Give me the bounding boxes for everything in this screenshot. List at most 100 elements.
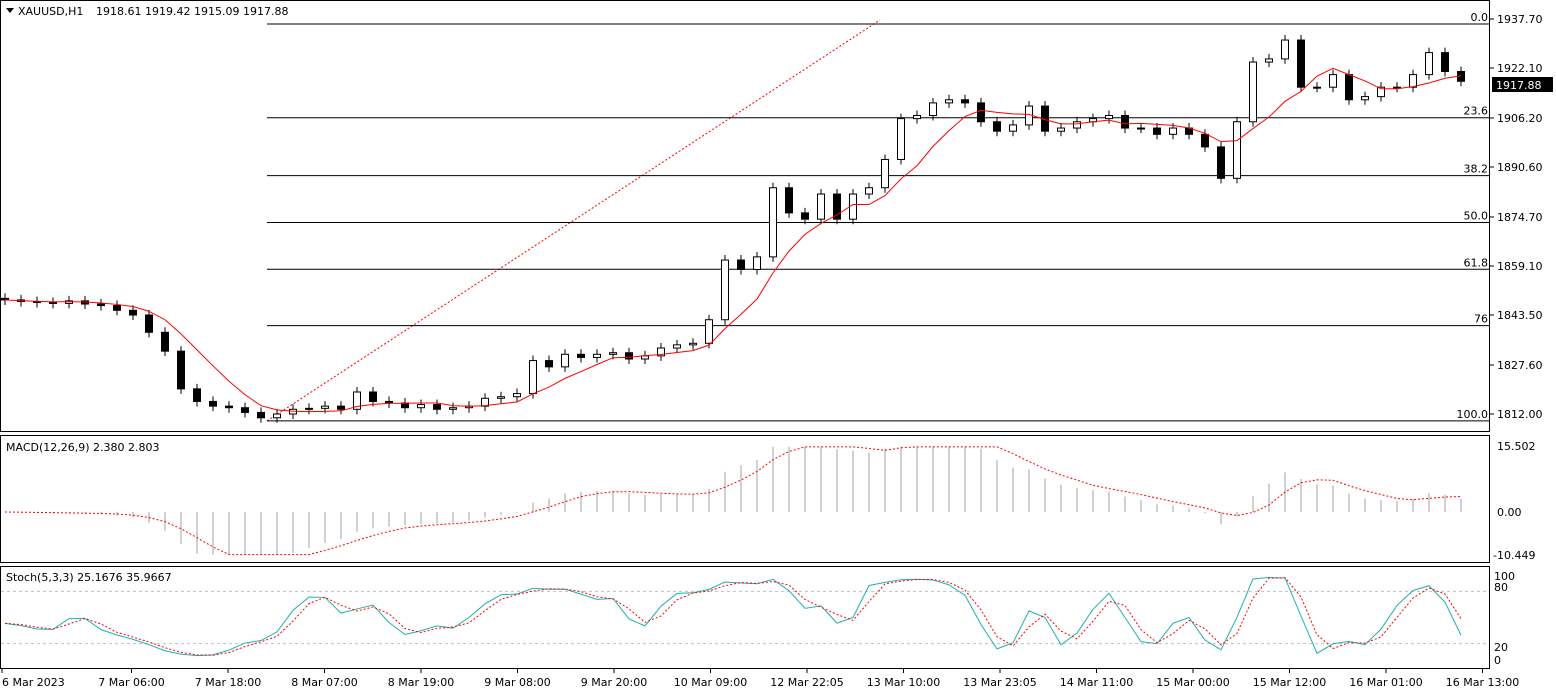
time-tick-label: 12 Mar 22:05 xyxy=(770,676,843,689)
candle xyxy=(513,388,521,402)
candle xyxy=(417,399,425,413)
candle xyxy=(1249,57,1257,127)
candle xyxy=(881,154,889,193)
stoch-main-line xyxy=(4,576,1462,657)
stoch-tick-label: 20 xyxy=(1494,641,1508,654)
time-tick-label: 15 Mar 00:00 xyxy=(1156,676,1229,689)
dropdown-triangle-icon[interactable] xyxy=(6,8,14,13)
fib-level-label: 100.0 xyxy=(1457,408,1489,421)
candle xyxy=(1153,123,1161,140)
candle xyxy=(273,408,281,423)
stoch-title: Stoch(5,3,3) 25.1676 35.9667 xyxy=(6,571,172,584)
candle xyxy=(145,309,153,338)
price-tick-label: 1843.50 xyxy=(1497,309,1543,322)
time-tick-label: 8 Mar 07:00 xyxy=(291,676,357,689)
candle xyxy=(97,298,105,311)
candle xyxy=(225,401,233,413)
time-tick-label: 16 Mar 13:00 xyxy=(1446,676,1519,689)
macd-tick-label: 15.502 xyxy=(1497,440,1536,453)
fib-level-label: 38.2 xyxy=(1464,163,1489,176)
ohlc-readout: 1918.61 1919.42 1915.09 1917.88 xyxy=(96,5,288,18)
candle xyxy=(1313,82,1321,93)
candle xyxy=(993,116,1001,137)
time-tick-label: 7 Mar 18:00 xyxy=(195,676,261,689)
candle xyxy=(1009,119,1017,137)
candle xyxy=(497,391,505,404)
candle xyxy=(625,347,633,365)
stoch-tick-label: 100 xyxy=(1494,570,1515,583)
candle xyxy=(1441,47,1449,77)
price-tick-label: 1937.70 xyxy=(1497,13,1543,26)
candle xyxy=(449,402,457,415)
time-tick-label: 14 Mar 11:00 xyxy=(1060,676,1133,689)
candles xyxy=(1,35,1465,423)
candle xyxy=(1409,69,1417,93)
candle xyxy=(481,393,489,412)
stoch-tick-label: 0 xyxy=(1494,654,1501,667)
candle xyxy=(1329,69,1337,93)
candle xyxy=(1233,116,1241,184)
price-tick-label: 1827.60 xyxy=(1497,359,1543,372)
candle xyxy=(673,339,681,354)
candle xyxy=(1393,82,1401,93)
candle xyxy=(865,182,873,200)
candle xyxy=(689,338,697,350)
time-tick-label: 9 Mar 08:00 xyxy=(484,676,550,689)
candle xyxy=(833,189,841,225)
candle xyxy=(657,342,665,361)
candle xyxy=(753,251,761,275)
candle xyxy=(561,349,569,372)
candle xyxy=(129,305,137,321)
price-tick-label: 1859.10 xyxy=(1497,260,1543,273)
candle xyxy=(1217,141,1225,184)
candle xyxy=(113,300,121,316)
main-pane[interactable] xyxy=(0,0,1490,432)
candle xyxy=(193,383,201,407)
candle xyxy=(529,355,537,399)
candle xyxy=(817,189,825,225)
candle xyxy=(369,386,377,407)
candle xyxy=(705,314,713,349)
candle xyxy=(961,94,969,108)
candle xyxy=(1297,35,1305,93)
time-tick-label: 8 Mar 19:00 xyxy=(388,676,454,689)
candle xyxy=(257,407,265,423)
time-tick-label: 7 Mar 06:00 xyxy=(98,676,164,689)
candle xyxy=(305,403,313,415)
candle xyxy=(353,386,361,415)
candle xyxy=(209,396,217,412)
price-tick-label: 1874.70 xyxy=(1497,211,1543,224)
candle xyxy=(593,349,601,363)
fib-level-label: 76 xyxy=(1474,313,1488,326)
candle xyxy=(49,297,57,309)
candle xyxy=(1281,35,1289,64)
candle xyxy=(177,346,185,394)
candle xyxy=(945,94,953,108)
price-tick-label: 1906.20 xyxy=(1497,112,1543,125)
macd-pane[interactable] xyxy=(0,435,1490,563)
time-tick-label: 6 Mar 2023 xyxy=(2,676,65,689)
candle xyxy=(1121,110,1129,134)
price-tick-label: 1812.00 xyxy=(1497,408,1543,421)
macd-tick-label: 0.00 xyxy=(1497,506,1522,519)
candle xyxy=(1377,82,1385,102)
axes: 1937.70 1922.10 1906.20 1890.60 1874.70 1859.… xyxy=(1,13,1543,689)
candle xyxy=(913,110,921,124)
time-tick-label: 10 Mar 09:00 xyxy=(674,676,747,689)
fibonacci-retracement[interactable]: 0.0 23.6 38.2 50.0 61.8 76 100.0 xyxy=(266,11,1489,422)
candle xyxy=(977,97,985,127)
macd-title: MACD(12,26,9) 2.380 2.803 xyxy=(6,441,160,454)
price-tick-label: 1922.10 xyxy=(1497,62,1543,75)
current-price-label: 1917.88 xyxy=(1496,79,1542,92)
fib-level-label: 50.0 xyxy=(1464,209,1489,222)
macd-histogram xyxy=(20,446,1462,555)
fib-level-label: 0.0 xyxy=(1471,11,1489,24)
candle xyxy=(1361,91,1369,105)
symbol-title: XAUUSD,H1 xyxy=(18,5,83,18)
candle xyxy=(337,401,345,415)
candle xyxy=(241,402,249,418)
candle xyxy=(785,182,793,218)
candle xyxy=(1073,116,1081,134)
candle xyxy=(897,113,905,165)
